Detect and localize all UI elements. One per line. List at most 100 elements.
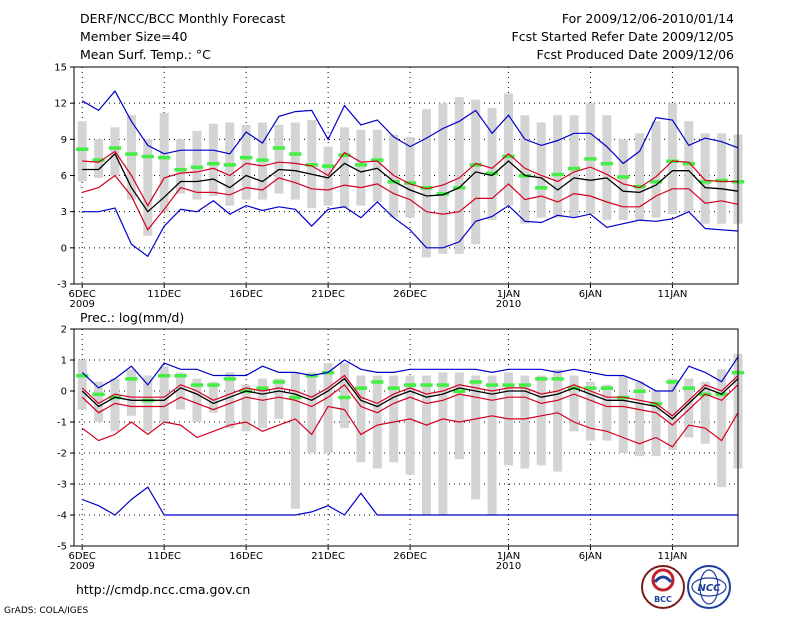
temp-range-bar bbox=[700, 133, 710, 224]
prec-range-bar bbox=[520, 375, 530, 469]
prec-ytick-label: -3 bbox=[57, 480, 67, 491]
temp-range-bar bbox=[192, 130, 202, 200]
prec-range-bar bbox=[438, 372, 448, 515]
temp-ytick-label: 15 bbox=[54, 63, 67, 74]
temp-range-bar bbox=[618, 139, 628, 221]
prec-climo-marker bbox=[174, 374, 187, 378]
temp-climo-marker bbox=[305, 163, 318, 167]
temp-climo-marker bbox=[502, 154, 515, 159]
temp-ytick-label: 3 bbox=[61, 207, 67, 218]
temp-climo-marker bbox=[403, 181, 417, 185]
temp-climo-marker bbox=[436, 192, 450, 196]
temp-xtick-year: 2010 bbox=[496, 299, 521, 310]
prec-range-bar bbox=[77, 360, 87, 410]
temp-range-bar bbox=[602, 115, 612, 221]
prec-climo-marker bbox=[518, 383, 532, 387]
temp-climo-marker bbox=[633, 184, 646, 189]
temp-xtick-label: 6JAN bbox=[579, 289, 602, 300]
temp-climo-marker bbox=[76, 147, 89, 151]
prec-climo-marker bbox=[207, 383, 220, 387]
temp-line-ensemble-mean bbox=[82, 152, 739, 213]
prec-xtick-label: 26DEC bbox=[393, 551, 427, 562]
temp-climo-marker bbox=[584, 157, 597, 161]
prec-climo-marker bbox=[600, 386, 613, 390]
temp-xtick-label: 11JAN bbox=[658, 289, 688, 300]
prec-climo-marker bbox=[190, 383, 204, 387]
prec-climo-marker bbox=[354, 386, 368, 390]
temp-climo-marker bbox=[223, 163, 236, 167]
prec-range-bar bbox=[323, 363, 333, 453]
prec-line-ensemble-min-spread bbox=[81, 405, 739, 448]
temp-range-bar bbox=[340, 127, 350, 209]
temp-range-bar bbox=[536, 122, 546, 218]
prec-range-bar bbox=[241, 384, 251, 432]
prec-range-bar bbox=[389, 375, 399, 463]
prec-climo-marker bbox=[256, 386, 269, 390]
temp-climo-marker bbox=[125, 152, 138, 156]
source-url: http://cmdp.ncc.cma.gov.cn bbox=[76, 582, 250, 597]
prec-line-upper-spread bbox=[81, 374, 739, 417]
prec-xtick-label: 11DEC bbox=[147, 551, 181, 562]
temp-climo-marker bbox=[141, 154, 154, 159]
bcc-logo: BCC bbox=[641, 565, 685, 609]
prec-climo-marker bbox=[223, 377, 236, 381]
prec-climo-marker bbox=[92, 392, 105, 397]
prec-line-ensemble-mean bbox=[81, 377, 739, 420]
prec-ytick-label: 1 bbox=[61, 356, 67, 367]
prec-climo-marker bbox=[158, 374, 171, 378]
prec-range-bar bbox=[274, 378, 284, 419]
temp-climo-marker bbox=[321, 164, 335, 168]
temp-range-bar bbox=[635, 133, 645, 221]
prec-ytick-label: -5 bbox=[57, 542, 67, 553]
temp-xtick-label: 6DEC bbox=[69, 289, 96, 300]
prec-xtick-label: 6JAN bbox=[579, 551, 602, 562]
prec-range-bar bbox=[192, 378, 202, 422]
temp-range-bar bbox=[454, 97, 464, 254]
prec-range-bar bbox=[553, 369, 563, 472]
temp-range-bar bbox=[717, 133, 727, 224]
prec-climo-marker bbox=[338, 395, 351, 400]
temp-ytick-label: 6 bbox=[61, 171, 67, 182]
temp-range-bar bbox=[667, 103, 677, 215]
chart-title: DERF/NCC/BCC Monthly Forecast bbox=[80, 11, 285, 26]
temp-range-bar bbox=[126, 115, 136, 200]
fcst-start-date: Fcst Started Refer Date 2009/12/05 bbox=[512, 29, 735, 44]
prec-climo-marker bbox=[272, 380, 286, 384]
prec-climo-marker bbox=[502, 383, 515, 387]
temp-range-bar bbox=[438, 103, 448, 254]
top-panel-variable: Mean Surf. Temp.: °C bbox=[80, 47, 211, 62]
prec-climo-marker bbox=[420, 383, 433, 387]
temp-xtick-label: 11DEC bbox=[147, 289, 181, 300]
temp-line-ensemble-max bbox=[81, 90, 739, 165]
prec-range-bar bbox=[667, 378, 677, 450]
prec-climo-marker bbox=[469, 380, 482, 384]
temp-range-bar bbox=[176, 139, 186, 194]
prec-range-bar bbox=[651, 391, 661, 457]
prec-climo-marker bbox=[289, 395, 302, 400]
prec-range-bar bbox=[159, 366, 169, 422]
temp-range-bar bbox=[372, 129, 382, 203]
prec-range-bar bbox=[176, 372, 186, 410]
prec-range-bar bbox=[569, 375, 579, 432]
temp-climo-marker bbox=[617, 175, 630, 179]
prec-range-bar bbox=[700, 381, 710, 444]
temp-range-bar bbox=[290, 122, 300, 200]
temp-climo-marker bbox=[371, 158, 384, 162]
temp-climo-marker bbox=[699, 180, 712, 184]
temp-climo-marker bbox=[289, 152, 302, 156]
prec-range-bar bbox=[372, 375, 382, 469]
prec-climo-marker bbox=[485, 383, 499, 387]
temp-range-bar bbox=[651, 121, 661, 218]
prec-ytick-label: 2 bbox=[61, 325, 67, 336]
temp-line-ensemble-min bbox=[82, 200, 739, 258]
temp-range-bar bbox=[520, 115, 530, 224]
forecast-period: For 2009/12/06-2010/01/14 bbox=[562, 11, 734, 26]
prec-range-bar bbox=[307, 372, 317, 453]
temp-xtick-label: 16DEC bbox=[229, 289, 263, 300]
ncc-logo-text: NCC bbox=[697, 583, 721, 594]
prec-range-bar bbox=[602, 384, 612, 441]
prec-climo-marker bbox=[403, 383, 417, 387]
prec-ytick-label: -2 bbox=[57, 449, 67, 460]
